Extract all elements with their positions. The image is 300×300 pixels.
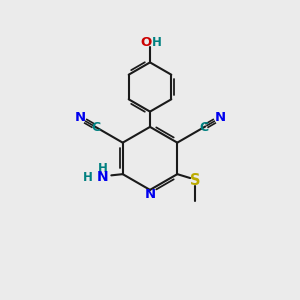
Text: C: C <box>200 121 208 134</box>
Text: N: N <box>145 188 156 202</box>
Text: H: H <box>152 36 161 49</box>
Text: N: N <box>97 170 108 184</box>
Text: O: O <box>140 36 152 49</box>
Text: C: C <box>92 121 100 134</box>
Text: H: H <box>98 162 108 175</box>
Text: N: N <box>74 111 86 124</box>
Text: H: H <box>83 171 93 184</box>
Text: N: N <box>214 111 226 124</box>
Text: S: S <box>190 173 200 188</box>
